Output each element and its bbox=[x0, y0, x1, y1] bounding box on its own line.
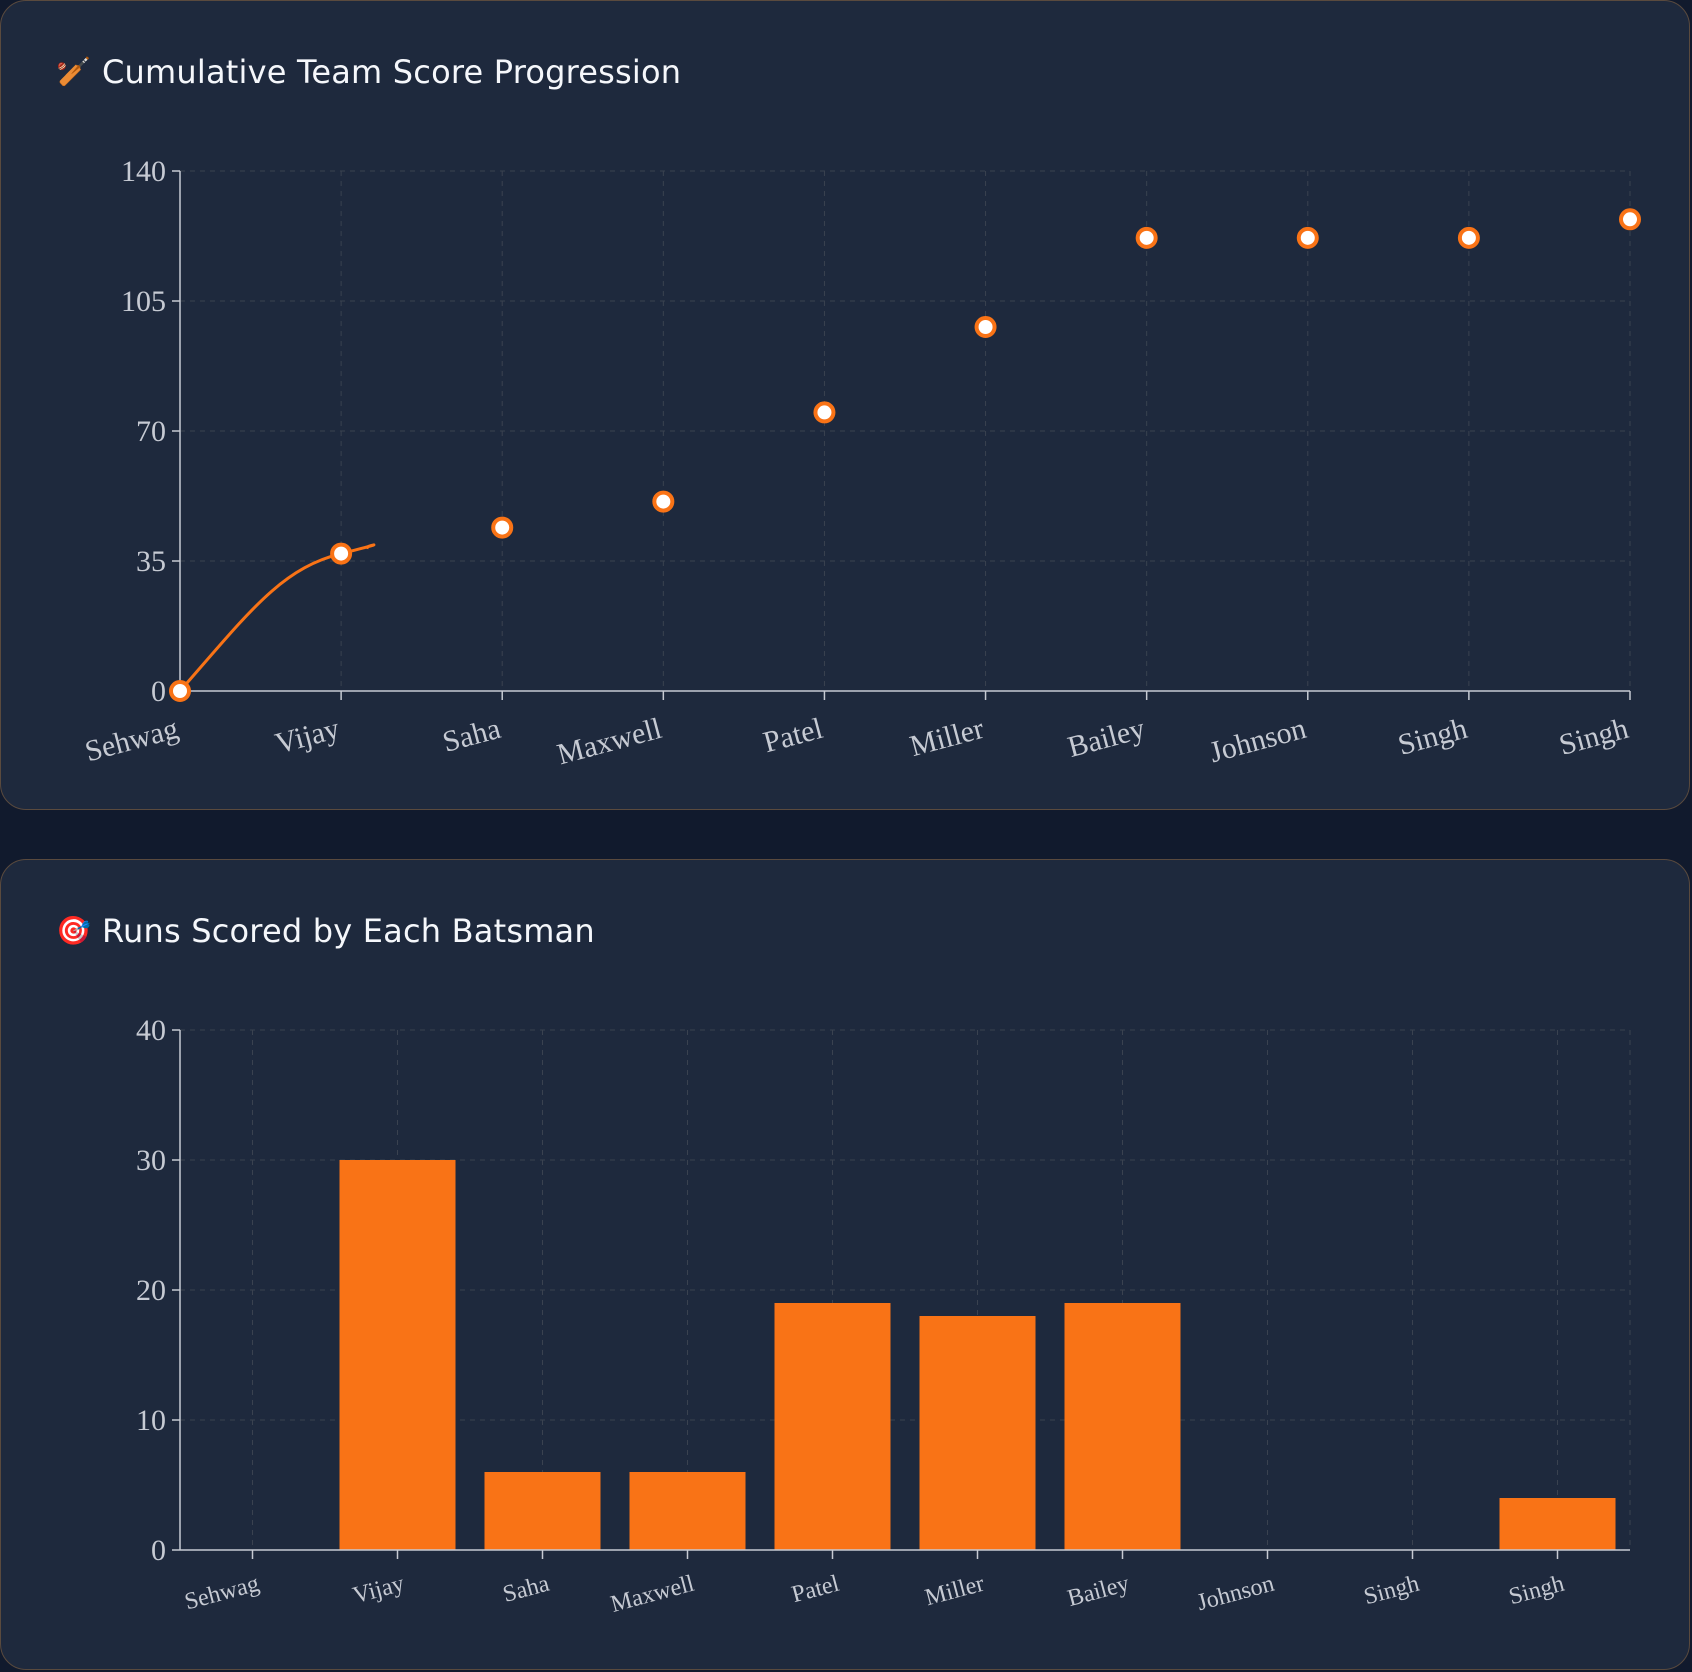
bar-chart-x-tick-label: Vijay bbox=[350, 1571, 407, 1610]
line-chart-x-tick-label: Miller bbox=[906, 712, 987, 763]
bar-chart-x-tick-label: Miller bbox=[922, 1571, 987, 1612]
bar-chart-bar bbox=[1064, 1303, 1181, 1550]
line-chart-point bbox=[1296, 226, 1319, 249]
line-chart-y-tick-label: 0 bbox=[151, 675, 166, 708]
cumulative-chart-title-text: Cumulative Team Score Progression bbox=[102, 53, 682, 91]
line-chart-point bbox=[652, 490, 675, 513]
line-chart-grid bbox=[180, 170, 1631, 691]
bar-chart-x-tick-label: Maxwell bbox=[608, 1571, 697, 1618]
line-chart-y-tick-label: 35 bbox=[136, 545, 166, 578]
bar-chart-bar bbox=[339, 1160, 456, 1550]
line-chart-x-tick-label: Sehwag bbox=[82, 712, 182, 768]
bar-chart-x-tick-label: Bailey bbox=[1065, 1571, 1132, 1612]
bar-chart-y-tick-label: 20 bbox=[136, 1274, 166, 1307]
line-chart-x-tick-label: Singh bbox=[1395, 712, 1471, 762]
line-chart-x-tick-label: Patel bbox=[760, 712, 826, 759]
bar-chart-x-tick-label: Patel bbox=[789, 1571, 842, 1609]
runs-per-batsman-panel: 🎯 Runs Scored by Each Batsman 0 10 20 30 40 S… bbox=[0, 859, 1690, 1670]
line-chart-y-tick-label: 140 bbox=[121, 155, 166, 188]
cumulative-score-panel: 🏏 Cumulative Team Score Progression 0 35 7… bbox=[0, 0, 1690, 810]
cricket-bat-icon: 🏏 bbox=[56, 55, 92, 88]
bar-chart-x-tick-label: Saha bbox=[500, 1571, 552, 1608]
line-chart-point bbox=[813, 401, 836, 424]
bar-chart-bar bbox=[1499, 1498, 1616, 1550]
line-chart-point bbox=[1457, 226, 1480, 249]
line-chart-point bbox=[974, 316, 997, 338]
bar-chart-bar bbox=[919, 1316, 1036, 1550]
line-chart-y-tick-label: 70 bbox=[136, 415, 166, 448]
bar-chart-x-tick-label: Sehwag bbox=[182, 1571, 262, 1616]
line-chart-point bbox=[330, 542, 353, 565]
bar-chart-bar bbox=[774, 1303, 891, 1550]
line-chart-point bbox=[1135, 226, 1158, 249]
line-chart-x-tick-label: Johnson bbox=[1206, 712, 1310, 769]
bar-chart-y-tick-label: 10 bbox=[136, 1404, 166, 1437]
runs-bar-chart: 0 10 20 30 40 Sehwag Vijay Saha Maxwell Patel Mill… bbox=[136, 1014, 1631, 1618]
line-chart-x-tick-label: Vijay bbox=[272, 712, 343, 761]
line-chart-x-tick-label: Singh bbox=[1556, 712, 1632, 762]
line-chart-x-tick-label: Maxwell bbox=[554, 712, 666, 771]
cumulative-line-chart: 0 35 70 105 140 Sehwag Vijay Saha Maxwell Patel Mi… bbox=[82, 155, 1641, 771]
line-chart-point bbox=[169, 680, 191, 702]
bar-chart-y-tick-label: 0 bbox=[151, 1534, 166, 1567]
cumulative-chart-title: 🏏 Cumulative Team Score Progression bbox=[56, 53, 681, 91]
bar-chart-y-tick-label: 30 bbox=[136, 1144, 166, 1177]
line-chart-x-tick-label: Saha bbox=[439, 712, 504, 759]
bar-chart-x-tick-label: Singh bbox=[1361, 1571, 1422, 1611]
line-chart-series-line bbox=[178, 543, 376, 692]
bar-chart-x-tick-label: Singh bbox=[1506, 1571, 1567, 1611]
runs-chart-title: 🎯 Runs Scored by Each Batsman bbox=[56, 912, 595, 950]
line-chart-x-tick-label: Bailey bbox=[1064, 712, 1148, 764]
runs-chart-title-text: Runs Scored by Each Batsman bbox=[102, 912, 595, 950]
line-chart-y-tick-label: 105 bbox=[121, 285, 166, 318]
bar-chart-x-tick-label: Johnson bbox=[1194, 1571, 1277, 1616]
line-chart-point bbox=[1619, 208, 1641, 231]
bar-chart-bar bbox=[629, 1472, 746, 1550]
line-chart-point bbox=[491, 516, 514, 539]
target-icon: 🎯 bbox=[56, 914, 92, 947]
bar-chart-bar bbox=[484, 1472, 601, 1550]
bar-chart-y-tick-label: 40 bbox=[136, 1014, 166, 1047]
